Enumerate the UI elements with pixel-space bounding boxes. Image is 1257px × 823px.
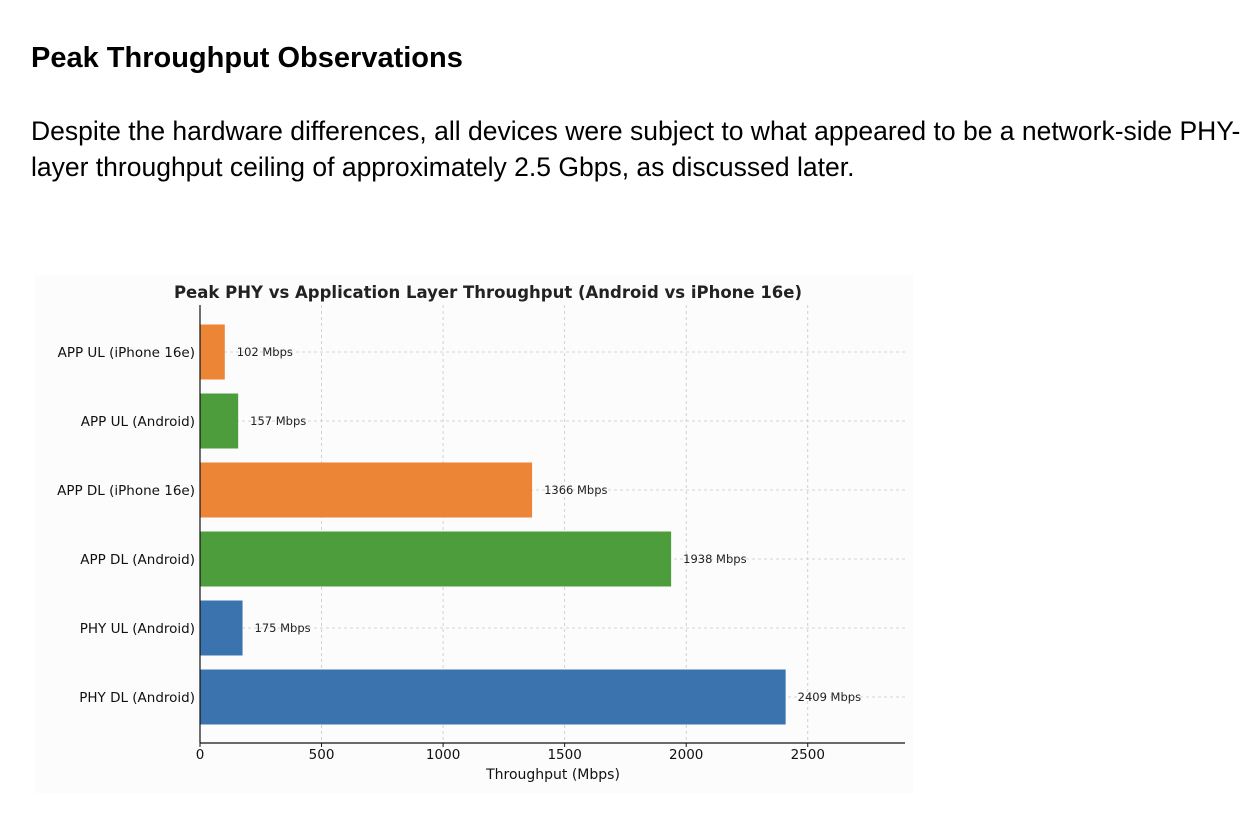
axes: APP UL (iPhone 16e) APP UL (Android) APP D…: [57, 305, 905, 763]
x-tick-label: 500: [309, 747, 335, 763]
bar: [200, 393, 239, 449]
bar-value-label: 1938 Mbps: [683, 552, 746, 566]
bar-value-label: 1366 Mbps: [544, 483, 607, 497]
x-tick-label: 1000: [426, 747, 460, 763]
bar: [200, 462, 533, 518]
x-tick-label: 1500: [547, 747, 581, 763]
bar-value-label: 175 Mbps: [255, 621, 311, 635]
x-tick-label: 2500: [791, 747, 825, 763]
bar-chart: Peak PHY vs Application Layer Throughput…: [57, 283, 905, 783]
bar-value-label: 157 Mbps: [250, 414, 306, 428]
section-heading: Peak Throughput Observations: [31, 42, 463, 74]
chart-title: Peak PHY vs Application Layer Throughput…: [174, 283, 802, 302]
bars: [200, 324, 786, 725]
chart-figure: Peak PHY vs Application Layer Throughput…: [35, 275, 913, 793]
bar: [200, 669, 786, 725]
bar: [200, 600, 243, 656]
y-tick-label: PHY DL (Android): [79, 690, 195, 706]
bar-value-label: 2409 Mbps: [798, 690, 861, 704]
value-labels: 102 Mbps 157 Mbps 1366 Mbps 1938 Mbps 175 Mb…: [237, 345, 861, 704]
y-tick-label: APP DL (Android): [80, 552, 195, 568]
y-tick-label: APP DL (iPhone 16e): [57, 483, 195, 499]
y-tick-label: APP UL (Android): [81, 414, 195, 430]
x-tick-label: 0: [196, 747, 205, 763]
bar-value-label: 102 Mbps: [237, 345, 293, 359]
y-tick-label: APP UL (iPhone 16e): [58, 345, 195, 361]
section-paragraph: Despite the hardware differences, all de…: [31, 116, 1241, 182]
x-axis-label: Throughput (Mbps): [485, 767, 620, 783]
y-tick-label: PHY UL (Android): [80, 621, 195, 637]
x-tick-label: 2000: [669, 747, 703, 763]
bar: [200, 324, 225, 380]
bar: [200, 531, 672, 587]
